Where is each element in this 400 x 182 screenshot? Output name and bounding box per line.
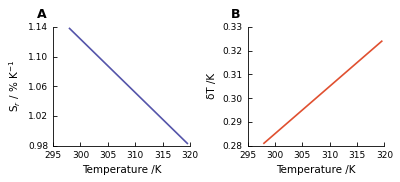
Y-axis label: S$_r$ / % K$^{-1}$: S$_r$ / % K$^{-1}$ — [7, 60, 22, 112]
Y-axis label: δT /K: δT /K — [207, 73, 217, 99]
X-axis label: Temperature /K: Temperature /K — [276, 165, 356, 175]
Text: B: B — [231, 8, 240, 21]
X-axis label: Temperature /K: Temperature /K — [82, 165, 161, 175]
Text: A: A — [37, 8, 46, 21]
